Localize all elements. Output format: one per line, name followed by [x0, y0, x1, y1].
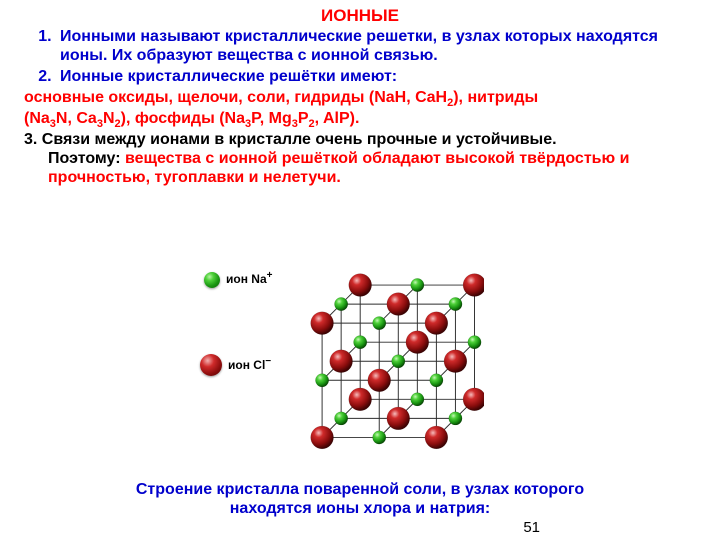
slide-title: ИОННЫЕ — [14, 6, 706, 26]
legend-cl-label: ион Cl− — [228, 356, 271, 372]
list-item-2: Ионные кристаллические решётки имеют: — [56, 68, 706, 87]
t: ион Cl — [228, 358, 265, 372]
caption-l2: находятся ионы хлора и натрия: — [230, 500, 491, 517]
caption-l1: Строение кристалла поваренной соли, в уз… — [136, 481, 584, 498]
lattice-diagram: ион Na+ ион Cl− — [198, 262, 488, 470]
examples-line-2: (Na3N, Ca3N2), фосфиды (Na3P, Mg3P2, AlP… — [14, 110, 706, 131]
slide-page: ИОННЫЕ Ионными называют кристаллические … — [0, 0, 720, 540]
lattice-svg — [284, 266, 484, 466]
point3-black: 3. Связи между ионами в кристалле очень … — [24, 131, 557, 148]
legend-cl-icon — [200, 354, 222, 376]
examples-line-1: основные оксиды, щелочи, соли, гидриды (… — [14, 89, 706, 110]
diagram-caption: Строение кристалла поваренной соли, в уз… — [0, 480, 720, 518]
legend-na-label: ион Na+ — [226, 270, 272, 286]
ex-a: основные оксиды, щелочи, соли, гидриды (… — [24, 89, 447, 106]
t: ), фосфиды (Na — [121, 110, 245, 127]
t: + — [267, 270, 273, 281]
lattice-svg-wrap — [284, 266, 484, 466]
t: P, Mg — [251, 110, 292, 127]
t: N — [103, 110, 115, 127]
point-3-line-2: Поэтому: вещества с ионной решёткой обла… — [14, 150, 706, 188]
list-item-1: Ионными называют кристаллические решетки… — [56, 28, 706, 66]
t: , AlP). — [315, 110, 360, 127]
point3-prefix: Поэтому: — [48, 150, 125, 167]
main-numbered-list: Ионными называют кристаллические решетки… — [14, 28, 706, 87]
t: (Na — [24, 110, 50, 127]
point-3-line-1: 3. Связи между ионами в кристалле очень … — [14, 131, 706, 150]
ex-a-tail: ), нитриды — [453, 89, 538, 106]
page-number: 51 — [523, 519, 540, 536]
t: ион Na — [226, 272, 267, 286]
point3-body: вещества с ионной решёткой обладают высо… — [48, 150, 629, 186]
t: P — [298, 110, 309, 127]
legend-na-icon — [204, 272, 220, 288]
t: − — [265, 356, 271, 367]
t: N, Ca — [56, 110, 97, 127]
